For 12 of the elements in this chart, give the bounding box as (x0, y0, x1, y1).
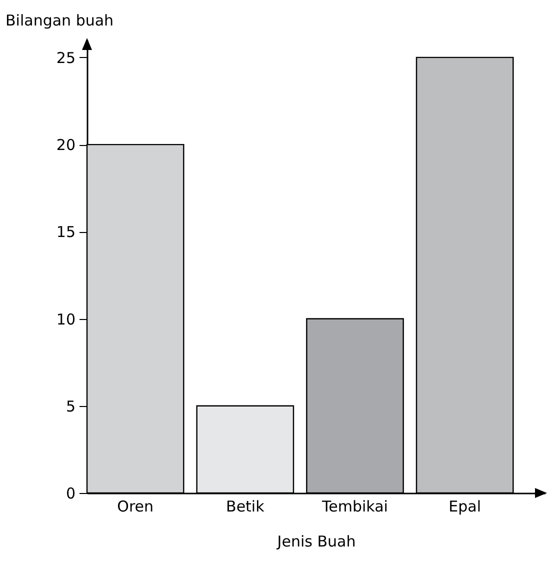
y-tick-label: 0 (66, 484, 76, 502)
x-tick-label: Oren (117, 498, 154, 516)
y-axis-title: Bilangan buah (6, 12, 114, 30)
y-tick-label: 5 (66, 397, 76, 416)
x-tick-label: Betik (226, 498, 265, 516)
x-axis-title: Jenis Buah (276, 532, 356, 550)
y-tick-label: 10 (56, 310, 76, 328)
y-tick-label: 20 (56, 136, 76, 154)
y-tick-label: 15 (56, 223, 76, 242)
x-tick-label: Epal (448, 498, 481, 516)
y-tick-label: 25 (56, 48, 76, 67)
x-tick-label: Tembikai (321, 498, 388, 516)
